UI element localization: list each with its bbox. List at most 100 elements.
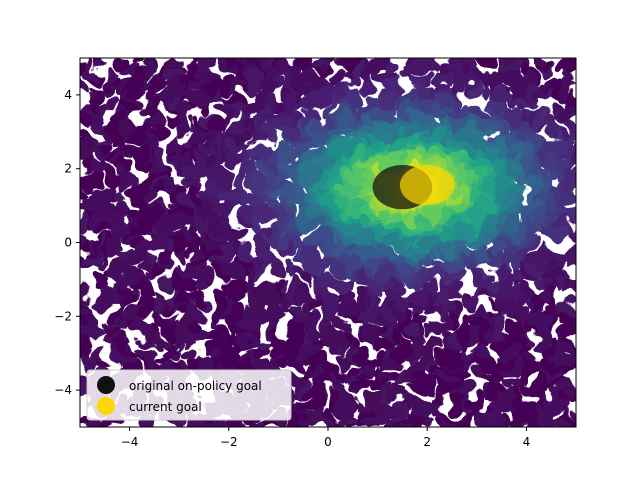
scatter-point bbox=[506, 216, 522, 232]
scatter-point bbox=[81, 288, 94, 301]
scatter-point bbox=[80, 142, 91, 155]
scatter-point bbox=[478, 85, 492, 99]
scatter-point bbox=[80, 66, 88, 81]
scatter-point bbox=[231, 82, 243, 94]
scatter-point bbox=[82, 113, 97, 129]
scatter-point bbox=[543, 395, 555, 407]
scatter-point bbox=[468, 231, 479, 243]
scatter-point bbox=[498, 417, 511, 427]
scatter-point bbox=[525, 363, 538, 376]
scatter-point bbox=[153, 145, 168, 160]
scatter-point bbox=[175, 194, 189, 207]
scatter-point bbox=[223, 58, 238, 67]
scatter-point bbox=[273, 339, 289, 355]
scatter-point bbox=[284, 255, 296, 267]
scatter-point bbox=[453, 349, 466, 362]
scatter-point bbox=[471, 191, 485, 206]
scatter-point bbox=[103, 209, 117, 223]
y-tick-label: −2 bbox=[54, 309, 72, 323]
scatter-point bbox=[330, 289, 344, 303]
scatter-point bbox=[485, 277, 500, 292]
scatter-point bbox=[484, 254, 496, 265]
scatter-point bbox=[248, 194, 264, 210]
scatter-point bbox=[268, 261, 281, 274]
scatter-point bbox=[311, 219, 322, 230]
scatter-point bbox=[313, 131, 328, 146]
scatter-point bbox=[468, 213, 481, 226]
scatter-point bbox=[517, 94, 529, 106]
scatter-point bbox=[200, 270, 216, 286]
scatter-point bbox=[147, 169, 159, 181]
scatter-point bbox=[298, 138, 309, 149]
scatter-point bbox=[188, 121, 202, 136]
scatter-point bbox=[399, 135, 414, 149]
scatter-point bbox=[389, 211, 401, 223]
scatter-point bbox=[540, 352, 556, 368]
scatter-point bbox=[131, 70, 145, 84]
scatter-point bbox=[298, 188, 315, 204]
scatter-point bbox=[274, 99, 286, 111]
scatter-point bbox=[218, 244, 231, 257]
scatter-point bbox=[549, 419, 565, 427]
scatter-point bbox=[302, 324, 316, 338]
scatter-point bbox=[207, 182, 223, 199]
scatter-point bbox=[380, 325, 391, 337]
scatter-point bbox=[562, 228, 576, 244]
scatter-point bbox=[339, 146, 352, 158]
scatter-point bbox=[471, 144, 483, 156]
scatter-point bbox=[246, 165, 260, 179]
scatter-point bbox=[496, 271, 510, 285]
scatter-point bbox=[115, 258, 130, 274]
scatter-point bbox=[94, 183, 109, 197]
scatter-point bbox=[129, 173, 143, 187]
scatter-point bbox=[520, 401, 535, 416]
scatter-point bbox=[381, 309, 397, 325]
scatter-point bbox=[97, 163, 110, 176]
scatter-point bbox=[212, 139, 224, 152]
scatter-point bbox=[389, 389, 400, 400]
scatter-point bbox=[530, 187, 541, 199]
scatter-point bbox=[268, 233, 280, 245]
scatter-point bbox=[173, 291, 190, 308]
scatter-point bbox=[173, 340, 185, 352]
scatter-point bbox=[462, 314, 475, 327]
scatter-point bbox=[546, 184, 561, 199]
scatter-point bbox=[144, 183, 160, 199]
scatter-point bbox=[187, 291, 204, 307]
scatter-point bbox=[154, 309, 170, 325]
scatter-point bbox=[435, 72, 448, 86]
scatter-point bbox=[336, 80, 348, 92]
scatter-point bbox=[136, 302, 151, 317]
scatter-point bbox=[438, 157, 452, 171]
scatter-point bbox=[523, 378, 537, 392]
scatter-point bbox=[160, 88, 172, 99]
scatter-point bbox=[487, 72, 502, 87]
scatter-point bbox=[251, 208, 265, 222]
scatter-point bbox=[386, 146, 401, 161]
scatter-point bbox=[160, 341, 171, 353]
scatter-point bbox=[84, 327, 95, 339]
scatter-point bbox=[409, 413, 425, 427]
scatter-point bbox=[132, 58, 143, 64]
scatter-point bbox=[531, 253, 547, 268]
scatter-point bbox=[141, 121, 153, 133]
scatter-point bbox=[494, 243, 508, 256]
scatter-point bbox=[309, 409, 322, 422]
scatter-point bbox=[330, 275, 347, 292]
scatter-point bbox=[503, 191, 519, 207]
scatter-point bbox=[386, 79, 400, 93]
scatter-point bbox=[481, 58, 498, 69]
scatter-point bbox=[240, 315, 257, 331]
scatter-point bbox=[231, 116, 243, 128]
scatter-point bbox=[194, 75, 205, 86]
scatter-point bbox=[142, 58, 154, 68]
scatter-point bbox=[299, 244, 311, 257]
scatter-point bbox=[371, 128, 384, 141]
scatter-point bbox=[271, 180, 283, 192]
scatter-point bbox=[219, 188, 235, 204]
scatter-point bbox=[335, 238, 351, 254]
scatter-point bbox=[214, 172, 228, 187]
scatter-point bbox=[146, 254, 157, 266]
scatter-point bbox=[324, 326, 340, 343]
scatter-point bbox=[442, 210, 453, 221]
